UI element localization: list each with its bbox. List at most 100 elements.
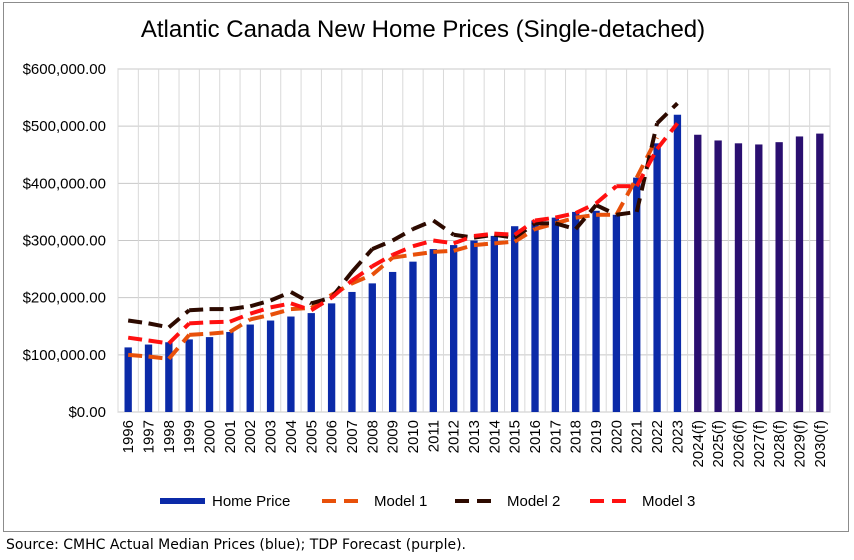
x-tick-label: 2021 bbox=[629, 420, 646, 453]
model-2-segment bbox=[554, 221, 577, 231]
forecast-bar bbox=[694, 134, 702, 412]
home-price-bar bbox=[633, 177, 641, 412]
model-2-segment bbox=[127, 318, 149, 326]
home-price-bar bbox=[511, 226, 519, 412]
x-tick-label: 2028(f) bbox=[771, 420, 788, 468]
model-1-segment bbox=[575, 212, 597, 220]
model-1-segment bbox=[473, 241, 495, 248]
y-tick-label: $0.00 bbox=[68, 404, 106, 421]
home-price-bar bbox=[449, 245, 458, 412]
model-3-segment bbox=[290, 301, 312, 313]
forecast-bar bbox=[714, 140, 722, 413]
model-3-segment bbox=[148, 338, 170, 346]
model-1-segment bbox=[412, 249, 434, 257]
model-3-segment bbox=[634, 148, 659, 188]
model-2-segment bbox=[453, 232, 475, 240]
model-3-segment bbox=[534, 215, 556, 223]
model-2-segment bbox=[616, 209, 638, 217]
model-1-segment bbox=[634, 136, 659, 179]
model-1-segment bbox=[453, 243, 475, 253]
legend-label-model-1: Model 1 bbox=[374, 493, 427, 510]
home-price-bar bbox=[673, 114, 682, 412]
model-lines bbox=[127, 101, 679, 361]
model-3-segment bbox=[229, 311, 251, 324]
model-2-segment bbox=[634, 122, 660, 213]
x-tick-label: 2030(f) bbox=[812, 420, 829, 468]
home-price-bar bbox=[246, 324, 254, 412]
x-tick-label: 2012 bbox=[446, 420, 463, 453]
home-price-bar bbox=[144, 344, 153, 412]
model-2-segment bbox=[371, 238, 394, 251]
legend-label-model-3: Model 3 bbox=[642, 493, 695, 510]
legend-label-home-price: Home Price bbox=[212, 493, 290, 510]
home-price-bar bbox=[388, 271, 397, 412]
home-price-bar bbox=[592, 210, 600, 412]
x-tick-label: 2003 bbox=[263, 420, 280, 453]
model-3-segment bbox=[494, 231, 515, 237]
legend-label-model-2: Model 2 bbox=[507, 493, 560, 510]
x-tick-label: 2026(f) bbox=[730, 420, 747, 468]
model-3-segment bbox=[574, 201, 597, 215]
axes: $0.00 $100,000.00 $200,000.00 $300,000.00 $4… bbox=[23, 61, 829, 468]
model-3-segment bbox=[655, 122, 679, 151]
home-price-bar bbox=[409, 261, 417, 412]
y-tick-label: $500,000.00 bbox=[23, 118, 106, 135]
x-tick-label: 2010 bbox=[405, 420, 422, 453]
model-3-segment bbox=[391, 244, 414, 257]
y-tick-label: $300,000.00 bbox=[23, 233, 106, 250]
model-1-segment bbox=[370, 256, 394, 277]
x-tick-label: 2020 bbox=[608, 420, 625, 453]
x-tick-label: 2025(f) bbox=[710, 420, 727, 468]
source-note: Source: CMHC Actual Median Prices (blue)… bbox=[6, 537, 466, 553]
model-2-segment bbox=[189, 307, 210, 313]
model-1-segment bbox=[128, 352, 149, 359]
model-3-segment bbox=[350, 264, 374, 283]
model-3-segment bbox=[473, 231, 495, 238]
y-tick-label: $200,000.00 bbox=[23, 290, 106, 307]
x-tick-label: 2009 bbox=[385, 420, 402, 453]
x-tick-label: 2002 bbox=[242, 420, 259, 453]
model-1-segment bbox=[433, 248, 454, 254]
home-price-bar bbox=[266, 320, 275, 412]
model-2-segment bbox=[289, 290, 313, 306]
model-3-segment bbox=[371, 253, 394, 268]
home-price-bar bbox=[307, 313, 315, 412]
model-1-segment bbox=[494, 239, 515, 246]
x-tick-label: 2016 bbox=[527, 420, 544, 453]
legend: Home Price Model 1 Model 2 Model 3 bbox=[160, 493, 695, 510]
model-1-segment bbox=[189, 331, 210, 337]
x-tick-label: 2029(f) bbox=[791, 420, 808, 468]
home-price-bar bbox=[165, 342, 173, 412]
model-3-segment bbox=[452, 234, 475, 246]
x-tick-label: 2006 bbox=[324, 420, 341, 453]
home-price-bar bbox=[653, 143, 661, 413]
model-1-segment bbox=[270, 307, 292, 317]
home-price-bar bbox=[572, 211, 580, 412]
model-2-segment bbox=[148, 321, 170, 330]
model-1-segment bbox=[614, 176, 639, 216]
home-price-bar bbox=[124, 347, 132, 412]
model-1-segment bbox=[534, 221, 556, 231]
model-1-segment bbox=[228, 317, 252, 334]
model-2-segment bbox=[432, 218, 455, 237]
model-1-segment bbox=[167, 333, 191, 361]
home-price-bar bbox=[368, 283, 376, 412]
home-price-bar bbox=[185, 339, 193, 412]
x-tick-label: 2015 bbox=[507, 420, 524, 453]
forecast-bar bbox=[775, 142, 783, 412]
model-2-segment bbox=[229, 304, 251, 312]
home-price-bar bbox=[429, 249, 437, 412]
x-tick-label: 2019 bbox=[588, 420, 605, 453]
x-tick-label: 2011 bbox=[425, 420, 442, 452]
forecast-bar bbox=[734, 143, 743, 413]
x-tick-label: 2005 bbox=[303, 420, 320, 453]
model-2-segment bbox=[310, 295, 333, 306]
x-tick-label: 2014 bbox=[486, 420, 503, 453]
forecast-bar bbox=[816, 133, 824, 412]
model-2-segment bbox=[574, 203, 598, 231]
x-tick-label: 2017 bbox=[547, 420, 564, 453]
model-3-segment bbox=[167, 321, 191, 345]
model-1-segment bbox=[392, 252, 414, 260]
model-3-segment bbox=[412, 238, 434, 249]
home-price-bar bbox=[226, 331, 234, 412]
